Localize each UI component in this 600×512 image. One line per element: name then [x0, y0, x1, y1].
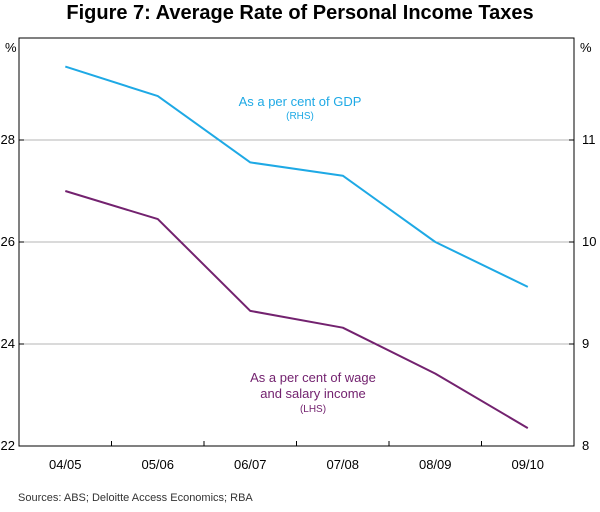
gdp-series-axis-note: (RHS)	[286, 111, 314, 122]
x-tick-label: 06/07	[234, 457, 267, 472]
x-tick-label: 05/06	[141, 457, 174, 472]
wage-series-axis-note: (LHS)	[300, 404, 326, 415]
left-tick-label: 22	[1, 438, 15, 453]
gdp-series-label: As a per cent of GDP	[239, 94, 362, 109]
left-tick-label: 26	[1, 234, 15, 249]
left-axis-ticks: 22 24 26 28	[1, 132, 24, 453]
x-axis-ticks: 04/05 05/06 06/07 07/08 08/09 09/10	[49, 441, 544, 472]
right-axis-unit: %	[580, 40, 592, 55]
wage-series-label-line1: As a per cent of wage	[250, 370, 376, 385]
right-axis-ticks: 8 9 10 11	[569, 132, 596, 453]
gdp-series-line	[64, 65, 529, 288]
left-axis-unit: %	[5, 40, 17, 55]
x-tick-label: 04/05	[49, 457, 82, 472]
wage-series-line	[65, 190, 529, 429]
right-tick-label: 8	[582, 438, 589, 453]
right-tick-label: 11	[582, 132, 596, 147]
x-tick-label: 08/09	[419, 457, 452, 472]
chart-title: Figure 7: Average Rate of Personal Incom…	[66, 2, 534, 24]
left-tick-label: 24	[1, 336, 15, 351]
right-tick-label: 9	[582, 336, 589, 351]
x-tick-label: 09/10	[511, 457, 544, 472]
source-note: Sources: ABS; Deloitte Access Economics;…	[18, 492, 253, 504]
wage-series-label-line2: and salary income	[260, 386, 366, 401]
series-layer	[64, 65, 529, 429]
grid-lines	[19, 139, 574, 345]
left-tick-label: 28	[1, 132, 15, 147]
x-tick-label: 07/08	[326, 457, 359, 472]
right-tick-label: 10	[582, 234, 596, 249]
